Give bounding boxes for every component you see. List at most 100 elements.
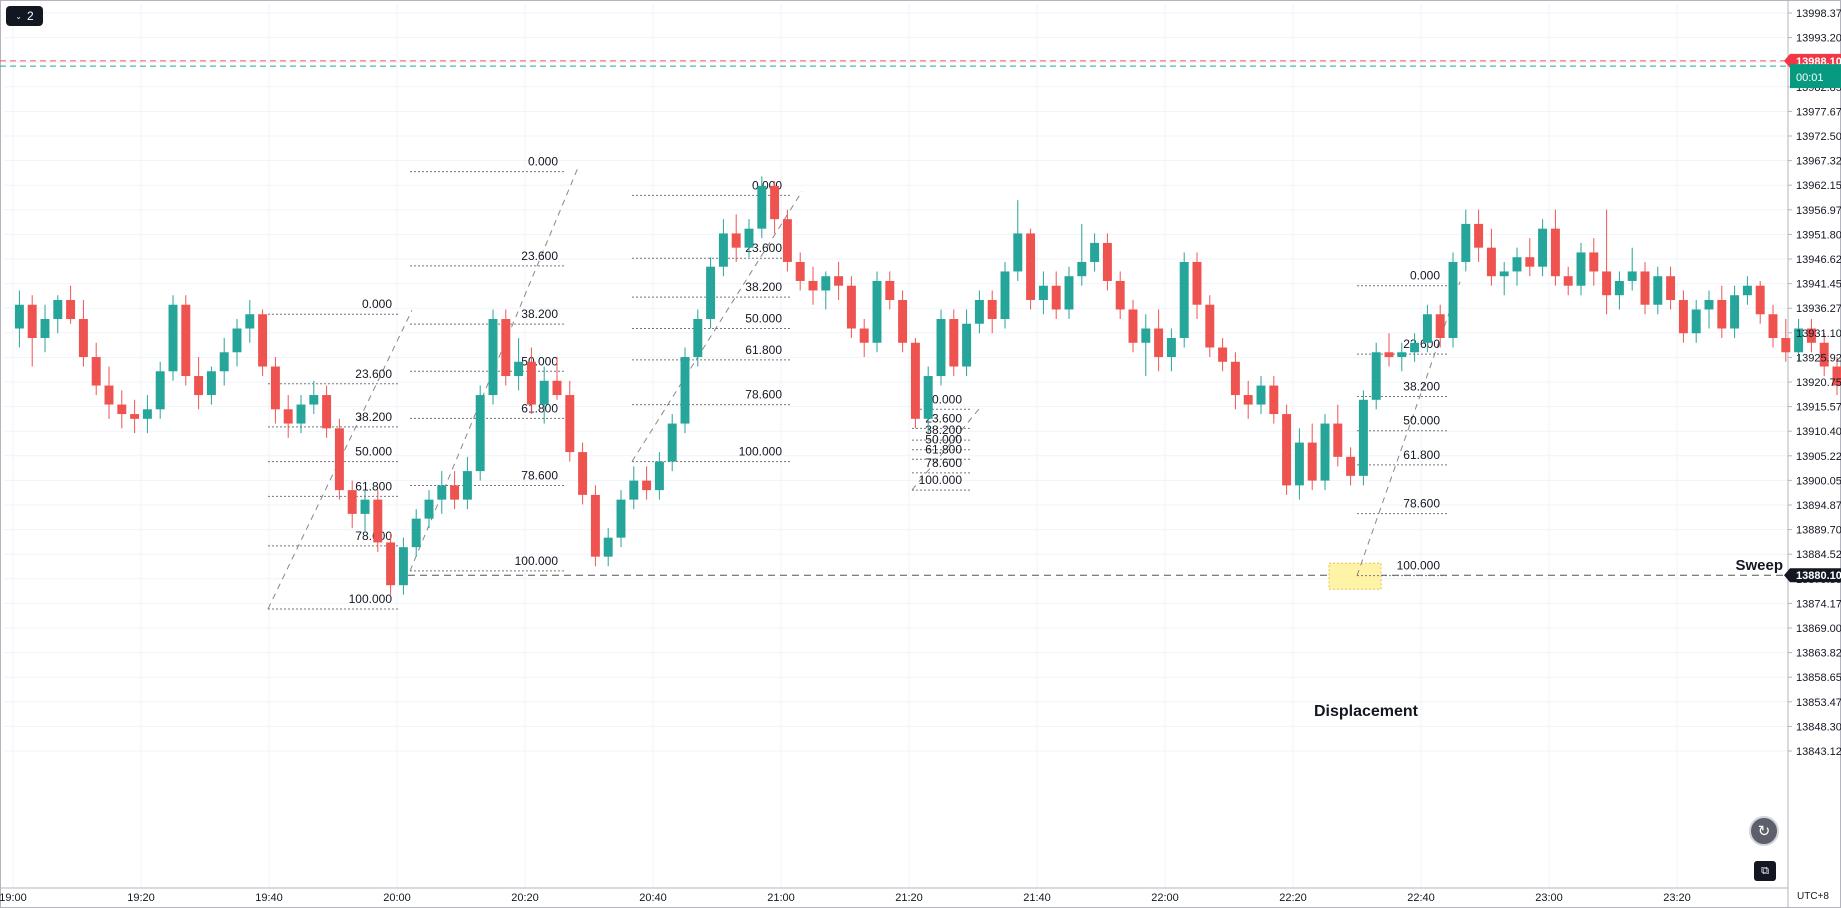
candle: [987, 290, 997, 334]
candle-body: [795, 261, 805, 281]
fib-level-label: 50.000: [521, 354, 558, 368]
candle: [629, 466, 639, 510]
candle-body: [1730, 295, 1740, 329]
candle-body: [1294, 442, 1304, 486]
price-tick-label: 13915.57: [1796, 402, 1841, 414]
candle-body: [130, 414, 140, 419]
candle-body: [1064, 276, 1074, 310]
candle-body: [219, 352, 229, 372]
price-tick-label: 13936.27: [1796, 303, 1841, 315]
candles: [14, 176, 1841, 595]
candle-body: [859, 328, 869, 343]
candle: [654, 452, 664, 500]
candle-body: [1499, 271, 1509, 277]
candle: [130, 399, 140, 434]
candle: [782, 209, 792, 272]
candle: [206, 366, 216, 405]
candle-body: [347, 490, 357, 514]
candle-body: [706, 266, 716, 319]
candle-body: [1640, 271, 1650, 305]
candle: [1128, 299, 1138, 353]
candle-body: [1512, 257, 1522, 272]
candle: [1422, 304, 1432, 353]
candle: [142, 395, 152, 434]
candle-body: [1013, 233, 1023, 272]
candle: [693, 309, 703, 367]
candle-body: [1179, 261, 1189, 339]
candle: [616, 490, 626, 548]
candle-body: [1474, 223, 1484, 248]
candle-body: [1371, 352, 1381, 400]
candle: [1205, 295, 1215, 358]
candle-body: [757, 185, 767, 229]
candle: [936, 309, 946, 386]
candle: [923, 366, 933, 434]
candle: [1410, 333, 1420, 362]
candle-body: [642, 480, 652, 491]
candle-body: [629, 480, 639, 500]
fib-trend-line: [631, 191, 803, 462]
candle: [1333, 404, 1343, 467]
candle: [1550, 209, 1560, 286]
price-tick-label: 13951.80: [1796, 229, 1841, 241]
sweep-price-tag: 13880.10: [1784, 568, 1841, 583]
candle: [1704, 290, 1714, 329]
candle: [565, 380, 575, 462]
price-tick-label: 13889.70: [1796, 525, 1841, 537]
candle: [1230, 352, 1240, 410]
time-tick-label: 20:40: [639, 892, 667, 904]
candle-body: [1384, 352, 1394, 358]
candle-body: [936, 318, 946, 377]
candle-body: [539, 380, 549, 405]
candle-body: [1218, 347, 1228, 362]
time-tick-label: 19:20: [127, 892, 155, 904]
fib-level-label: 0.000: [932, 392, 962, 406]
candle-body: [1614, 280, 1624, 296]
buy-price-tag: 00:01: [1790, 64, 1841, 89]
candle: [731, 214, 741, 262]
price-tick-label: 13910.40: [1796, 426, 1841, 438]
candle-body: [667, 423, 677, 462]
candle: [386, 532, 396, 595]
candle: [117, 390, 127, 429]
candle: [245, 299, 255, 343]
candle: [501, 309, 511, 386]
candle: [411, 509, 421, 557]
candle-body: [770, 185, 780, 220]
layout-selector-button[interactable]: ⌄ 2: [6, 6, 43, 26]
candle: [1525, 238, 1535, 277]
candle: [1538, 219, 1548, 277]
fib-level-label: 78.600: [925, 456, 962, 470]
candle-body: [1102, 242, 1112, 281]
screenshot-button[interactable]: ⧉: [1754, 861, 1776, 881]
candle-body: [1256, 385, 1266, 405]
candle-body: [616, 499, 626, 538]
candle: [757, 176, 767, 239]
candle: [1320, 414, 1330, 491]
price-tick-label: 13869.00: [1796, 623, 1841, 635]
candle: [1435, 304, 1445, 348]
price-tick-label: 13894.87: [1796, 500, 1841, 512]
candle-body: [283, 409, 293, 424]
candle: [808, 266, 818, 305]
scroll-to-realtime-button[interactable]: ↻: [1749, 816, 1779, 846]
candle: [1832, 357, 1841, 396]
candle-body: [1691, 309, 1701, 334]
candle-body: [834, 276, 844, 286]
candle-body: [872, 280, 882, 343]
candle: [1026, 228, 1036, 310]
price-tick-label: 13900.05: [1796, 475, 1841, 487]
time-tick-label: 22:20: [1279, 892, 1307, 904]
candle: [1102, 233, 1112, 291]
candle: [1218, 338, 1228, 372]
candle: [1294, 428, 1304, 500]
candle-body: [437, 485, 447, 500]
price-tick-label: 13946.62: [1796, 254, 1841, 266]
candle: [1730, 285, 1740, 339]
candle-body: [1832, 366, 1841, 386]
candle: [1768, 304, 1778, 348]
candle-body: [501, 318, 511, 377]
candle: [1563, 266, 1573, 296]
fib-level-label: 100.000: [515, 554, 559, 568]
